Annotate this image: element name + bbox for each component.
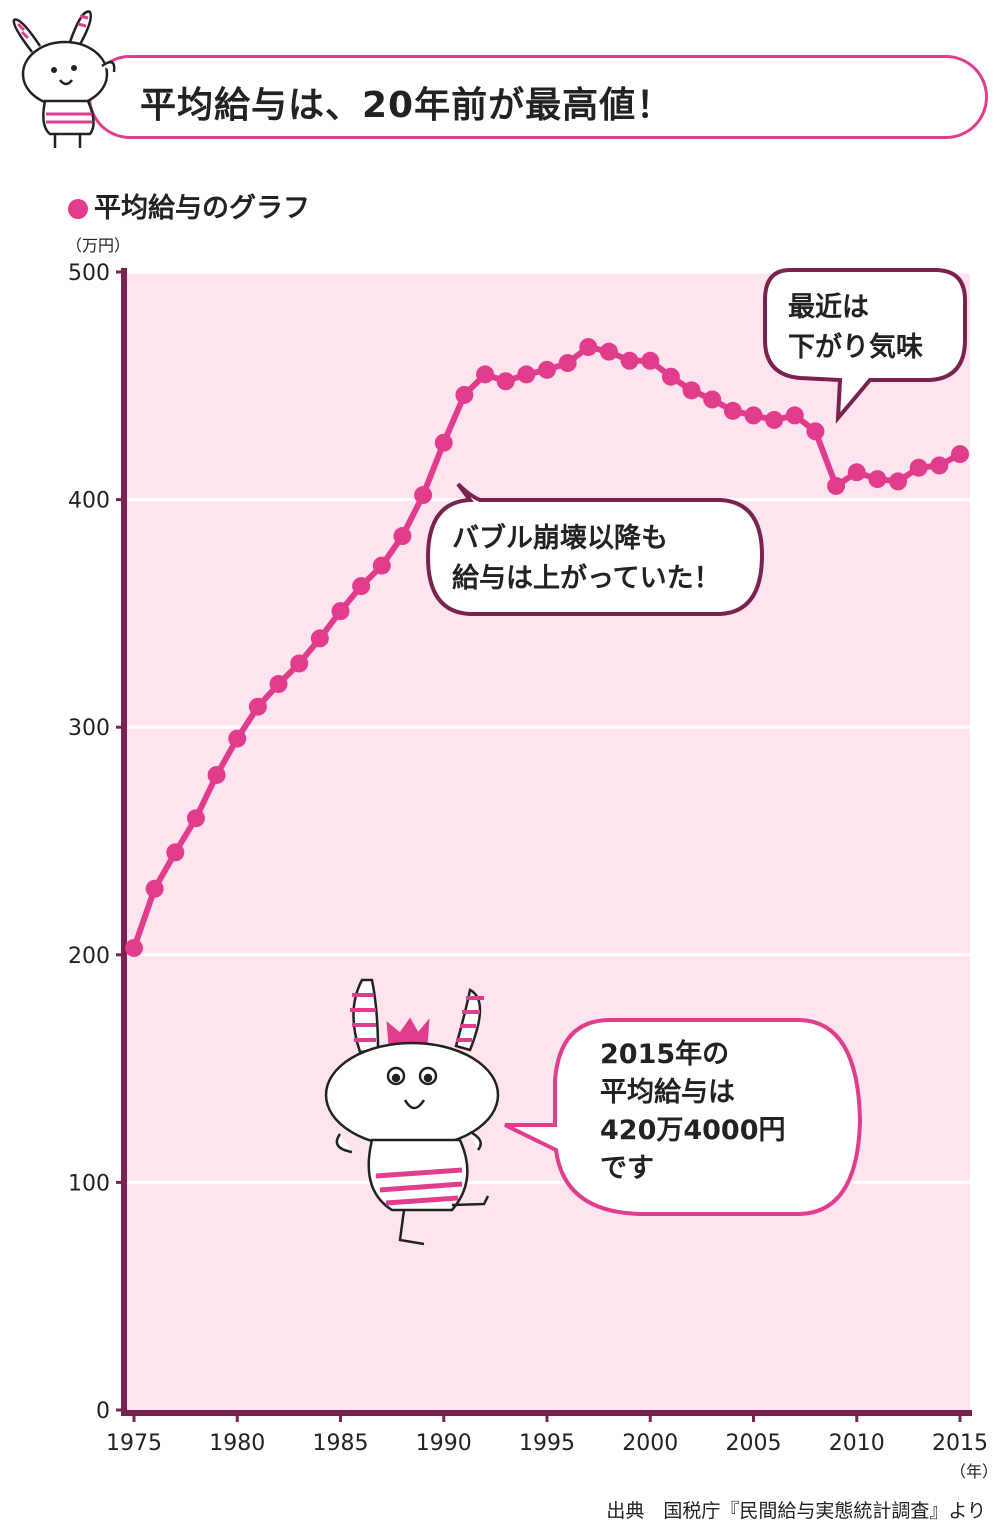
x-tick-label-2005: 2005 <box>726 1431 782 1456</box>
data-point-1986 <box>352 577 371 596</box>
y-tick-label-400: 400 <box>68 489 110 514</box>
bubble-2015: 2015年の 平均給与は 420万4000円 です <box>504 1018 863 1216</box>
bubble-recent-line-2: 下がり気味 <box>788 331 923 363</box>
bubble-2015-line-2: 平均給与は <box>600 1076 735 1108</box>
data-point-1979 <box>207 765 226 784</box>
data-point-2011 <box>868 470 887 489</box>
chart-subtitle-label: 平均給与のグラフ <box>94 193 310 224</box>
data-point-1980 <box>228 729 247 748</box>
data-point-2004 <box>723 401 742 420</box>
data-point-2012 <box>889 472 908 491</box>
title-banner <box>88 55 988 139</box>
data-point-1981 <box>248 697 267 716</box>
data-point-2003 <box>703 390 722 409</box>
data-point-1987 <box>372 556 391 575</box>
bubble-era: バブル崩壊以降も 給与は上がっていた！ <box>425 482 765 616</box>
rabbit-mascot-icon <box>12 10 116 148</box>
x-tick-label-2000: 2000 <box>622 1431 678 1456</box>
data-point-1999 <box>620 351 639 370</box>
data-point-2014 <box>930 456 949 475</box>
x-tick-label-1975: 1975 <box>106 1431 162 1456</box>
data-point-2002 <box>682 381 701 400</box>
data-point-2015 <box>951 445 969 464</box>
axes <box>116 268 972 1422</box>
y-tick-label-200: 200 <box>68 944 110 969</box>
data-point-1995 <box>538 360 556 379</box>
x-tick-label-1985: 1985 <box>313 1431 369 1456</box>
data-point-1992 <box>476 365 495 384</box>
series-average-salary <box>125 338 969 957</box>
data-point-2010 <box>847 463 866 482</box>
data-point-1978 <box>186 809 205 828</box>
data-point-1988 <box>393 527 412 546</box>
data-point-1984 <box>310 629 329 648</box>
data-point-2008 <box>806 422 825 441</box>
data-point-1996 <box>558 354 577 373</box>
data-point-2005 <box>744 406 763 425</box>
data-point-1997 <box>579 338 598 357</box>
data-point-1990 <box>434 433 453 452</box>
data-point-1991 <box>455 385 474 404</box>
data-point-1983 <box>290 654 309 673</box>
y-tick-label-500: 500 <box>68 261 110 286</box>
bubble-era-line-1: バブル崩壊以降も <box>452 522 668 554</box>
data-point-1982 <box>269 674 288 693</box>
data-point-2000 <box>641 351 660 370</box>
data-point-1985 <box>331 602 350 621</box>
data-point-1976 <box>145 879 164 898</box>
x-tick-label-2010: 2010 <box>829 1431 885 1456</box>
bubble-2015-line-1: 2015年の <box>600 1038 729 1070</box>
x-tick-label-1990: 1990 <box>416 1431 472 1456</box>
rabbit-king-mascot-icon <box>324 978 500 1246</box>
bubble-era-line-2: 給与は上がっていた！ <box>452 562 721 594</box>
plot-background <box>124 272 970 1410</box>
x-tick-labels: 1975 1980 1985 1990 1995 2000 2005 2010 2015 <box>106 1431 988 1456</box>
data-point-2001 <box>661 367 680 386</box>
data-point-1977 <box>166 843 185 862</box>
y-axis-unit: （万円） <box>66 236 131 255</box>
y-tick-label-0: 0 <box>96 1399 110 1424</box>
x-axis-unit: （年） <box>950 1462 999 1481</box>
y-tick-label-300: 300 <box>68 716 110 741</box>
x-tick-label-1995: 1995 <box>519 1431 575 1456</box>
data-point-2013 <box>909 458 928 477</box>
bubble-2015-line-4: です <box>600 1153 654 1184</box>
bubble-recent-line-1: 最近は <box>788 292 869 323</box>
data-point-2007 <box>785 406 804 425</box>
bubble-2015-line-3: 420万4000円 <box>600 1115 786 1146</box>
data-point-1998 <box>599 342 618 361</box>
bubble-recent: 最近は 下がり気味 <box>763 268 967 424</box>
data-point-2009 <box>827 476 846 495</box>
y-tick-labels: 0 100 200 300 400 500 <box>68 261 110 1424</box>
data-point-1993 <box>496 372 515 391</box>
x-tick-label-2015: 2015 <box>932 1431 988 1456</box>
x-tick-label-1980: 1980 <box>209 1431 265 1456</box>
source-note: 出典 国税庁『民間給与実態統計調査』より <box>606 1500 986 1522</box>
data-point-1994 <box>517 365 536 384</box>
y-tick-label-100: 100 <box>68 1171 110 1196</box>
data-point-1989 <box>414 486 433 505</box>
bullet-dot-icon <box>68 199 88 219</box>
data-point-2006 <box>765 410 784 429</box>
data-point-1975 <box>125 938 143 957</box>
page-title: 平均給与は、20年前が最高値！ <box>140 85 674 126</box>
chart-subtitle: 平均給与のグラフ <box>68 186 310 225</box>
